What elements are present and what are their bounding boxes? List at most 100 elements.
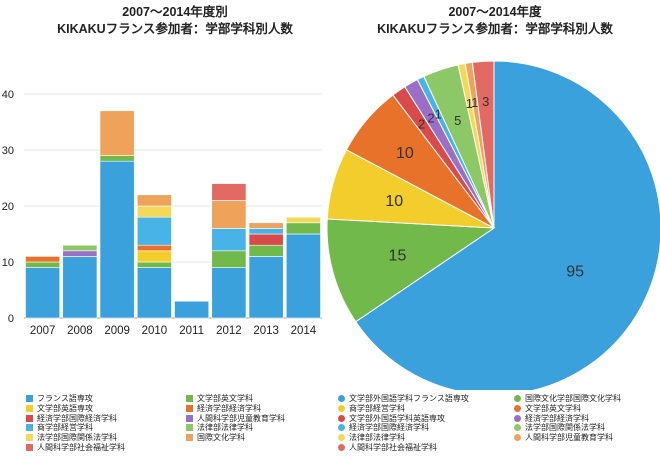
bar-segment	[211, 250, 247, 268]
legend-item: 人間科学部社会福祉学科	[338, 443, 437, 453]
legend-swatch	[338, 434, 345, 442]
legend-label: 経済学部経済学科	[525, 413, 589, 423]
y-tick-label: 30	[2, 145, 14, 157]
pie-slice	[345, 94, 495, 229]
legend-label: フランス語専攻	[37, 394, 93, 403]
legend-label: 文学部英文学科	[197, 394, 253, 403]
pie-slice	[392, 86, 495, 229]
legend-label: 人間科学部児童教育学科	[197, 413, 285, 423]
legend-label: 経済学部経済学科	[197, 403, 261, 413]
y-tick-label: 40	[2, 89, 14, 101]
pie-slice	[423, 64, 495, 229]
legend-label: 文学部外国語学科英語専攻	[349, 413, 445, 423]
bar-segment	[136, 194, 172, 207]
bar-segment	[248, 228, 284, 235]
x-tick-label: 2014	[291, 325, 317, 337]
legend-item: 人間科学部児童教育学科	[186, 414, 285, 424]
legend-item: 経済学部経済学科	[514, 414, 589, 424]
legend-item: フランス語専攻	[26, 394, 93, 404]
bar-segment	[136, 205, 172, 218]
legend-item: 経済学部国際経済学科	[26, 414, 117, 424]
bar-segment	[99, 110, 135, 156]
x-tick-label: 2012	[216, 325, 242, 337]
legend-item: 文学部英文学科	[514, 404, 581, 414]
legend-label: 人間科学部児童教育学科	[525, 433, 613, 443]
pie-slice	[416, 75, 495, 229]
bar-segment	[285, 216, 321, 224]
legend-swatch	[26, 404, 33, 412]
pie-label: 10	[385, 193, 403, 210]
pie-slice	[326, 218, 496, 323]
bar-segment	[25, 256, 61, 263]
x-tick-label: 2013	[253, 325, 279, 337]
pie-slice	[404, 78, 495, 229]
legend-item: 文学部外国語学科フランス語専攻	[338, 394, 469, 404]
pie-label: 1	[435, 107, 442, 122]
legend-swatch	[26, 444, 33, 451]
pie-slice	[471, 60, 495, 229]
legend-item: 文学部英語専攻	[26, 404, 93, 414]
bar-segment	[248, 244, 284, 257]
legend-swatch	[186, 424, 193, 432]
legend-item: 商学部経営学科	[338, 404, 405, 414]
legend-item: 文学部外国語学科英語専攻	[338, 414, 445, 424]
bar-segment	[25, 261, 61, 268]
pie-chart-title-line1: 2007〜2014年度	[448, 5, 542, 19]
pie-label: 10	[396, 145, 414, 162]
bar-segment	[248, 233, 284, 246]
legend-swatch	[26, 395, 33, 402]
bar-segment	[136, 267, 172, 319]
legend-swatch	[514, 404, 521, 412]
legend-swatch	[338, 424, 345, 432]
bar-segment	[25, 267, 61, 319]
legend-item: 国際文化学部国際文化学科	[514, 394, 621, 404]
bar-chart-title-line2: KIKAKUフランス参加者：学部学科別人数	[57, 22, 293, 36]
legend-label: 法律部法律学科	[349, 433, 405, 443]
bar-segment	[174, 300, 210, 319]
bar-segment	[285, 233, 321, 319]
pie-chart-title-line2: KIKAKUフランス参加者：学部学科別人数	[377, 22, 613, 36]
bar-chart-title: 2007〜2014年度別 KIKAKUフランス参加者：学部学科別人数	[20, 4, 330, 38]
legend-item: 人間科学部児童教育学科	[514, 433, 613, 443]
legend-item: 法律部法律学科	[338, 433, 405, 443]
legend-item: 法学部国際関係法学科	[514, 423, 605, 433]
bar-segment	[285, 222, 321, 235]
legend-label: 文学部英語専攻	[37, 403, 93, 413]
bar-segment	[62, 256, 98, 319]
bar-chart-title-line1: 2007〜2014年度別	[122, 5, 228, 19]
legend-label: 商学部経営学科	[349, 403, 405, 413]
x-tick-label: 2009	[104, 325, 130, 337]
legend-label: 経済学部国際経済学科	[37, 413, 117, 423]
legend-item: 商学部経営学科	[26, 423, 93, 433]
pie-label: 95	[566, 264, 584, 281]
bar-segment	[211, 267, 247, 319]
pie-label: 2	[418, 116, 425, 131]
pie-label: 3	[482, 94, 489, 109]
legend-swatch	[514, 434, 521, 442]
legend-swatch	[186, 414, 193, 422]
legend-label: 商学部経営学科	[37, 423, 93, 433]
legend-item: 国際文化学科	[186, 433, 245, 443]
bar-segment	[211, 183, 247, 201]
legend-label: 法律部法律学科	[197, 423, 253, 433]
legend-label: 経済学部国際経済学科	[349, 423, 429, 433]
bar-segment	[99, 160, 135, 319]
bar-segment	[136, 250, 172, 263]
y-tick-label: 10	[2, 257, 14, 269]
bar-chart: 0 10 20 30 40 2007 2008 2009 2010 2011 2012 2013 201…	[2, 89, 322, 337]
legend-swatch	[26, 424, 33, 432]
pie-slice	[464, 61, 495, 229]
legend-label: 法学部国際関係法学科	[525, 423, 605, 433]
pie-label: 1	[471, 95, 478, 110]
bar-segment	[136, 261, 172, 268]
pie-chart-title: 2007〜2014年度 KIKAKUフランス参加者：学部学科別人数	[340, 4, 650, 38]
legend-item: 文学部英文学科	[186, 394, 253, 404]
legend-label: 文学部外国語学科フランス語専攻	[349, 394, 469, 403]
legend-swatch	[514, 414, 521, 422]
pie-label: 1	[466, 96, 473, 111]
legend-item: 人間科学部社会福祉学科	[26, 443, 125, 453]
pie-label: 15	[389, 247, 407, 264]
bar-segment	[211, 228, 247, 252]
legend-label: 国際文化学部国際文化学科	[525, 394, 621, 403]
y-tick-label: 0	[8, 313, 14, 325]
